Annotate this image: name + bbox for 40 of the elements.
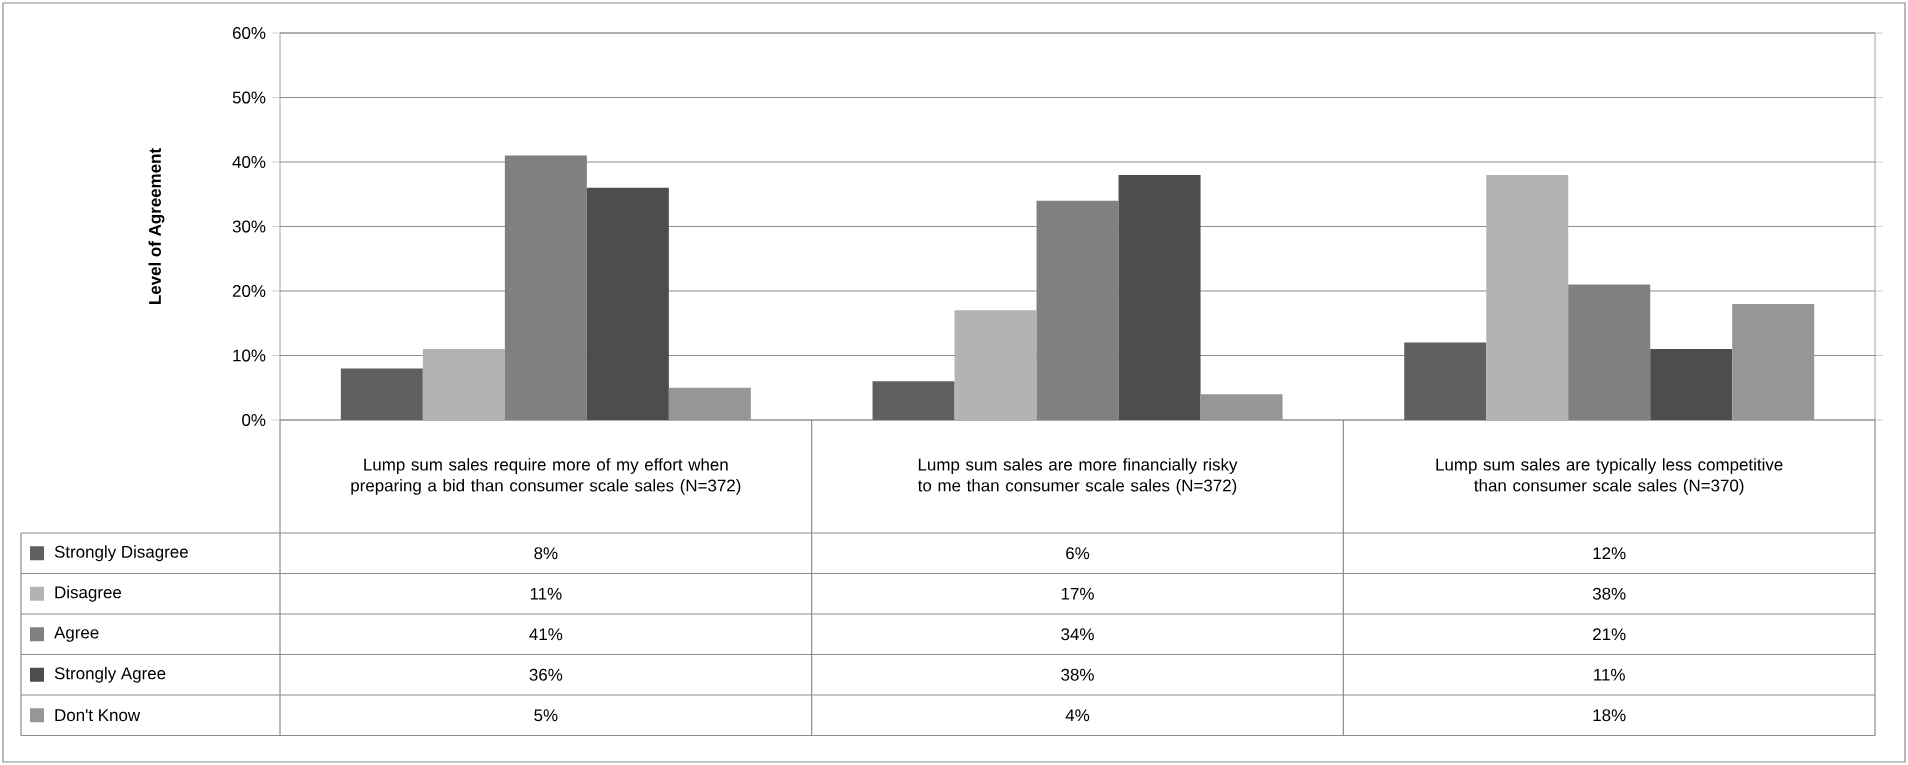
data-label: 36% [529,668,563,681]
y-tick-label: 40% [232,156,266,168]
data-label: 4% [1065,709,1090,722]
data-label: 6% [1066,547,1090,560]
data-label: 38% [1592,587,1626,600]
data-label: 11% [1594,668,1625,681]
legend-label: Agree [54,626,99,642]
data-label: 38% [1061,668,1094,681]
x-tick-label: Lump sum sales are typically less competitive than consumer scale sales (N=370) [1436,458,1783,495]
legend-label: Disagree [55,585,122,602]
data-label: 21% [1593,628,1626,641]
y-tick-label: 20% [232,285,266,297]
bar [586,187,669,420]
legend-label: Don't Know [55,709,141,722]
y-tick-label: 60% [232,27,266,39]
bar [340,368,423,420]
bar [1118,174,1201,420]
bar [422,349,505,420]
y-axis-title: Level of Agreement [148,148,165,304]
data-label: 41% [529,628,563,641]
bar [954,310,1037,420]
y-tick-label: 10% [233,349,266,362]
x-tick-label: Lump sum sales are more financially risky to me than consumer scale sales (N=372) [917,458,1238,495]
y-tick-label: 30% [232,220,266,233]
bar [1486,174,1569,420]
data-label: 34% [1061,628,1094,641]
x-tick-label: Lump sum sales require more of my effort when preparing a bid than consumer scale sales (N=372) [351,458,741,495]
data-label: 11% [530,587,562,600]
bar [1404,342,1487,420]
legend-label: Strongly Agree [54,666,166,683]
data-label: 18% [1593,709,1626,722]
y-tick-label: 50% [232,91,266,104]
y-tick-label: 0% [242,414,266,426]
data-label: 17% [1061,587,1094,600]
bar [1650,349,1733,420]
legend-label: Strongly Disagree [54,545,188,562]
data-label: 12% [1593,547,1626,560]
data-label: 8% [534,547,558,560]
bar [872,381,955,420]
data-label: 5% [534,709,558,722]
